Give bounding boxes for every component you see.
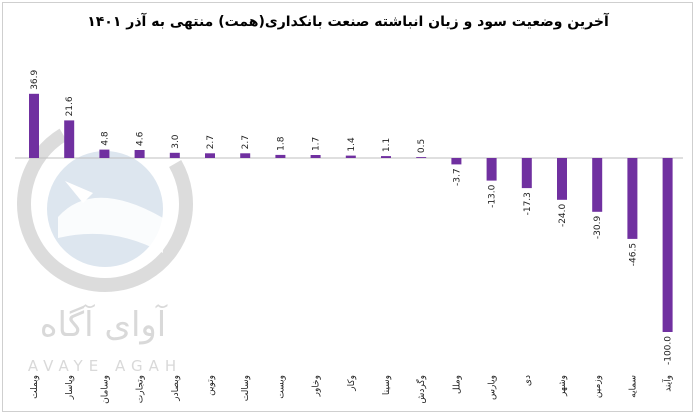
category-label: وتوین: [206, 375, 216, 396]
bar: [240, 153, 251, 158]
bar: [169, 152, 180, 158]
data-label: -13.0: [488, 184, 498, 208]
data-label: 1.1: [382, 138, 392, 152]
value-labels-group: 36.9 21.6 4.8 4.6 3.0 2.7 2.7 1.8 1.7 1.4 1.1 0.5 -3…: [30, 69, 674, 365]
bar: [521, 158, 532, 189]
category-label: وبصادر: [171, 375, 181, 402]
bar: [557, 158, 567, 200]
category-label: وخاور: [312, 375, 322, 397]
bar: [275, 154, 286, 158]
watermark-persian-text: آوای آگاه: [40, 304, 168, 345]
bar: [64, 120, 75, 158]
category-label: وسامان: [100, 375, 110, 404]
data-label: -24.0: [558, 203, 568, 227]
data-label: -46.5: [628, 243, 638, 266]
category-label: وسینا: [382, 375, 392, 395]
bar: [345, 155, 356, 158]
bar: [134, 150, 145, 158]
data-label: 21.6: [65, 96, 75, 116]
category-label: وپارس: [488, 375, 498, 400]
data-label: 2.7: [241, 135, 251, 149]
category-label: وشهر: [558, 375, 568, 397]
category-label: سمایه: [628, 375, 638, 398]
bar: [486, 158, 497, 181]
bar-chart: آوای آگاه AVAYE AGAH آخرین وضعیت سود و ز…: [15, 12, 683, 404]
bars-group: [29, 93, 673, 332]
bar: [416, 157, 427, 158]
chart-title: آخرین وضعیت سود و زیان انباشته صنعت بانک…: [87, 12, 610, 30]
category-label: وسالت: [241, 375, 251, 401]
data-label: 4.8: [100, 131, 110, 146]
category-label: وتجارت: [136, 375, 146, 403]
data-label: -100.0: [664, 336, 674, 365]
category-label: وپاسار: [65, 375, 75, 400]
category-label: وبملت: [30, 375, 40, 399]
bar: [381, 156, 391, 158]
data-label: 2.7: [206, 135, 216, 149]
watermark-logo: آوای آگاه AVAYE AGAH: [17, 116, 193, 375]
category-label: وملل: [452, 375, 462, 394]
bar: [627, 158, 638, 239]
data-label: -17.3: [523, 192, 533, 215]
bar: [310, 155, 321, 158]
data-label: 0.5: [417, 139, 427, 153]
category-label: وبست: [276, 375, 286, 399]
bar: [29, 93, 39, 158]
category-label: وآیند: [662, 375, 674, 392]
bar: [205, 153, 215, 158]
data-label: -3.7: [452, 168, 462, 186]
bar: [451, 158, 462, 165]
data-label: 3.0: [171, 134, 181, 149]
data-label: 4.6: [136, 131, 146, 146]
data-label: 1.7: [312, 137, 322, 151]
bar: [99, 149, 110, 158]
chart-frame: آوای آگاه AVAYE AGAH آخرین وضعیت سود و ز…: [2, 2, 693, 412]
category-labels-group: وبملت وپاسار وسامان وتجارت وبصادر وتوین وسالت و…: [30, 375, 674, 404]
data-label: 36.9: [30, 69, 40, 89]
bar: [662, 158, 673, 332]
category-label: وزمین: [593, 375, 603, 398]
category-label: دی: [523, 375, 533, 386]
data-label: 1.4: [347, 137, 357, 152]
data-label: 1.8: [276, 136, 286, 151]
watermark-latin-text: AVAYE AGAH: [28, 357, 182, 375]
data-label: -30.9: [593, 216, 603, 240]
category-label: وگردش: [415, 375, 427, 404]
category-label: وکار: [347, 375, 357, 392]
bar: [592, 158, 603, 212]
